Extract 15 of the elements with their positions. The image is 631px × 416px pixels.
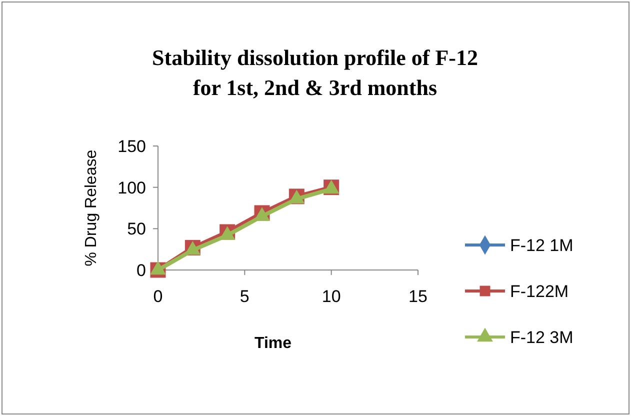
legend-label: F-12 1M: [510, 236, 574, 255]
x-tick-label: 5: [240, 287, 250, 306]
y-axis-title: % Drug Release: [83, 150, 100, 266]
chart-title: Stability dissolution profile of F-12 for 1st, 2nd & 3rd months: [152, 45, 478, 100]
x-axis-title: Time: [254, 335, 292, 352]
legend-label: F-122M: [510, 282, 569, 301]
point: [150, 260, 166, 275]
y-tick-label: 0: [136, 260, 146, 280]
y-tick-label: 150: [118, 136, 146, 156]
x-tick-label: 10: [322, 287, 341, 306]
x-tick-label: 0: [153, 287, 163, 306]
x-tick-label: 15: [408, 287, 428, 306]
legend-label: F-12 3M: [510, 328, 574, 347]
y-tick-label: 100: [118, 178, 146, 198]
y-tick-label: 50: [127, 220, 146, 239]
